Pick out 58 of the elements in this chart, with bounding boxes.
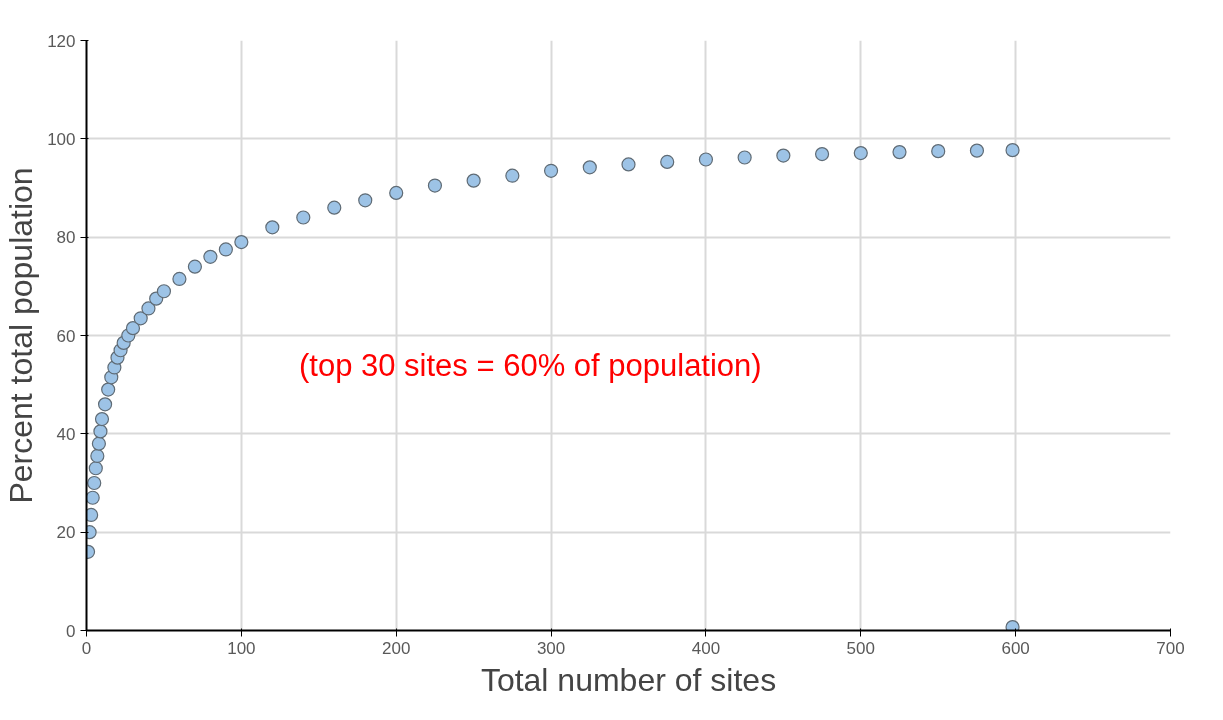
- y-tick-label: 100: [47, 129, 76, 149]
- x-tick-label: 300: [536, 638, 566, 658]
- point: [698, 152, 714, 167]
- point: [218, 242, 233, 257]
- point: [466, 173, 481, 188]
- point: [88, 461, 103, 476]
- point: [969, 143, 985, 158]
- point: [814, 146, 830, 162]
- x-tick-label: 0: [81, 638, 92, 658]
- point: [156, 284, 172, 299]
- point: [853, 146, 868, 161]
- point: [94, 412, 110, 427]
- point: [505, 168, 520, 183]
- point: [265, 220, 280, 235]
- point: [1005, 143, 1020, 158]
- x-tick-label: 100: [227, 638, 256, 658]
- point: [203, 249, 218, 264]
- point: [931, 144, 946, 159]
- point: [892, 145, 907, 160]
- x-tick-label: 700: [1156, 638, 1185, 658]
- point: [296, 210, 311, 225]
- point: [133, 311, 148, 326]
- x-tick-label: 500: [846, 638, 875, 658]
- y-tick-label: 60: [56, 326, 76, 346]
- y-tick-label: 0: [66, 621, 76, 641]
- y-tick-label: 80: [56, 228, 76, 248]
- y-axis-title: Percent total population: [3, 167, 40, 504]
- point: [86, 490, 100, 505]
- y-tick-label: 40: [56, 424, 76, 444]
- point: [543, 163, 559, 178]
- x-tick-label: 200: [382, 638, 411, 658]
- point: [93, 424, 108, 439]
- point: [660, 154, 675, 170]
- y-tick-label: 120: [47, 31, 76, 51]
- point: [90, 448, 105, 464]
- x-tick-label: 600: [1001, 638, 1030, 658]
- point: [427, 178, 443, 193]
- point: [87, 475, 102, 491]
- point: [582, 160, 597, 175]
- point: [389, 185, 404, 200]
- point: [234, 235, 249, 250]
- annotation: (top 30 sites = 60% of population): [298, 347, 762, 383]
- point: [327, 200, 342, 215]
- point: [172, 271, 187, 287]
- point: [621, 157, 636, 172]
- point: [86, 507, 99, 523]
- point: [776, 148, 791, 163]
- point: [737, 150, 752, 165]
- point: [97, 397, 113, 412]
- point: [141, 301, 156, 316]
- x-tick-label: 400: [691, 638, 721, 658]
- x-axis-title: Total number of sites: [480, 661, 777, 698]
- point: [101, 382, 116, 397]
- point: [187, 259, 202, 274]
- y-tick-label: 20: [56, 523, 76, 543]
- point: [91, 436, 106, 451]
- point: [358, 193, 373, 208]
- point: [125, 321, 141, 336]
